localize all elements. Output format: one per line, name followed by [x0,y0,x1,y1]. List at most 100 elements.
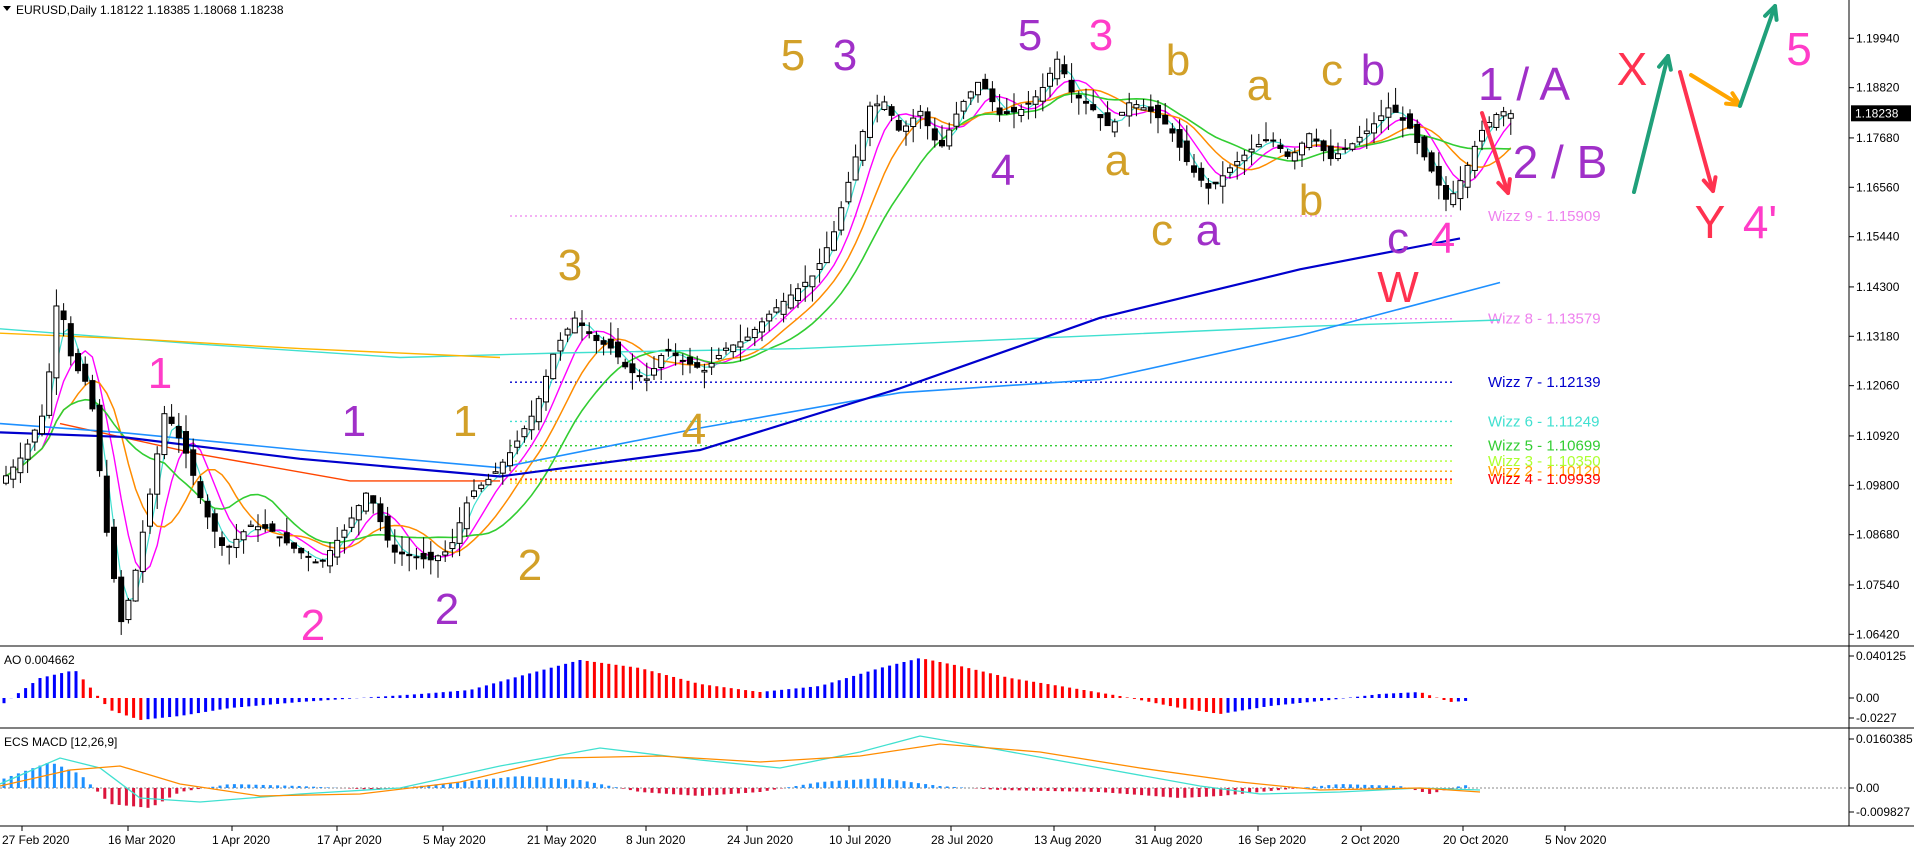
candle-body [651,368,657,376]
candle-body [298,547,305,554]
date-label: 5 May 2020 [423,833,486,847]
candle-body [363,492,369,512]
candle-body [1011,106,1017,113]
ao-histogram [2,658,1468,720]
candle-body [1263,139,1269,142]
wave-label: 1 [148,349,172,398]
candle-body [802,281,809,287]
candle-body [39,415,45,435]
candle-body [132,569,139,602]
candle-body [1255,143,1262,148]
candle-body [219,537,225,546]
candle-body [291,542,297,549]
date-label: 27 Feb 2020 [2,833,70,847]
candle-body [708,362,715,368]
candle-body [139,531,146,572]
candle-body [147,493,153,527]
date-label: 1 Apr 2020 [212,833,270,847]
candle-body [1320,140,1327,152]
wave-label: 2 [435,585,459,634]
candle-body [564,328,571,336]
candle-body [1191,165,1197,173]
candle-body [442,551,449,556]
candle-body [831,231,837,251]
date-label: 31 Aug 2020 [1135,833,1203,847]
candle-body [391,544,398,553]
arrow-up-1-head [1657,54,1673,72]
candle-body [694,362,701,368]
candle-body [723,347,729,351]
date-label: 28 Jul 2020 [931,833,993,847]
candle-body [895,119,902,131]
candle-body [118,576,125,623]
candle-body [240,531,247,541]
candle-body [1399,117,1406,121]
candle-body [845,181,852,203]
candle-body [1378,115,1385,121]
candle-body [1183,140,1190,163]
wave-label: 5 [781,31,805,80]
candle-body [327,550,333,567]
candle-body [1450,193,1457,206]
arrow-up-1 [1632,54,1670,194]
wave-label: 3 [558,241,582,290]
candle-body [492,471,499,474]
wave-label: b [1166,36,1190,85]
candle-body [658,355,665,368]
candle-body [571,317,578,334]
price-tick-label: 1.09800 [1856,478,1900,492]
wave-label: c [1387,214,1409,263]
candle-body [665,348,672,352]
price-tick-label: 1.14300 [1856,280,1900,294]
candle-body [1212,181,1219,185]
candle-body [175,425,182,439]
date-label: 16 Mar 2020 [108,833,176,847]
candle-body [672,352,679,357]
candle-body [1435,165,1442,186]
candle-body [888,106,895,116]
ao-label: AO 0.004662 [4,653,75,667]
candle-body [859,131,866,161]
projection: 1 / A 2 / BX Y 4' 5 [1478,4,1812,248]
wizz-levels: Wizz 9 - 1.15909 Wizz 8 - 1.13579 Wizz 7 -… [510,208,1601,488]
candle-body [283,532,290,544]
price-tick-label: 1.06420 [1856,627,1900,641]
wave-label: 2 [518,541,542,590]
candle-body [1140,107,1147,111]
candle-body [1155,104,1161,119]
candle-body [924,111,931,127]
candle-body [1176,129,1183,148]
candle-body [154,453,161,495]
candle-body [471,490,477,497]
wave-label: b [1299,176,1323,225]
candle-body [197,481,204,499]
candle-body [874,103,881,107]
candle-body [420,552,427,560]
candle-body [1270,139,1277,142]
candle-body [1025,102,1032,105]
arrow-up-2 [1738,4,1777,108]
macd-label: ECS MACD [12,26,9] [4,735,117,749]
candle-body [543,375,549,403]
candle-body [615,341,621,358]
date-axis: 27 Feb 2020 16 Mar 2020 1 Apr 2020 17 Apr 2… [2,826,1607,847]
candle-body [607,338,614,349]
candle-body [183,431,189,454]
candle-body [1479,129,1485,142]
sma-long-blue [0,237,1461,478]
candle-body [17,457,24,474]
candle-body [1054,58,1061,80]
candle-body [809,275,816,288]
candle-body [1414,123,1421,143]
candle-body [953,113,960,127]
candle-body [406,553,413,557]
wizz-label: Wizz 2 - 1.10120 [1488,463,1601,480]
candle-body [946,129,953,147]
candle-body [46,371,53,416]
candle-body [852,156,859,181]
wave-label: 1 [342,397,366,446]
candle-body [31,429,38,443]
symbol-dropdown-icon[interactable] [3,6,11,11]
